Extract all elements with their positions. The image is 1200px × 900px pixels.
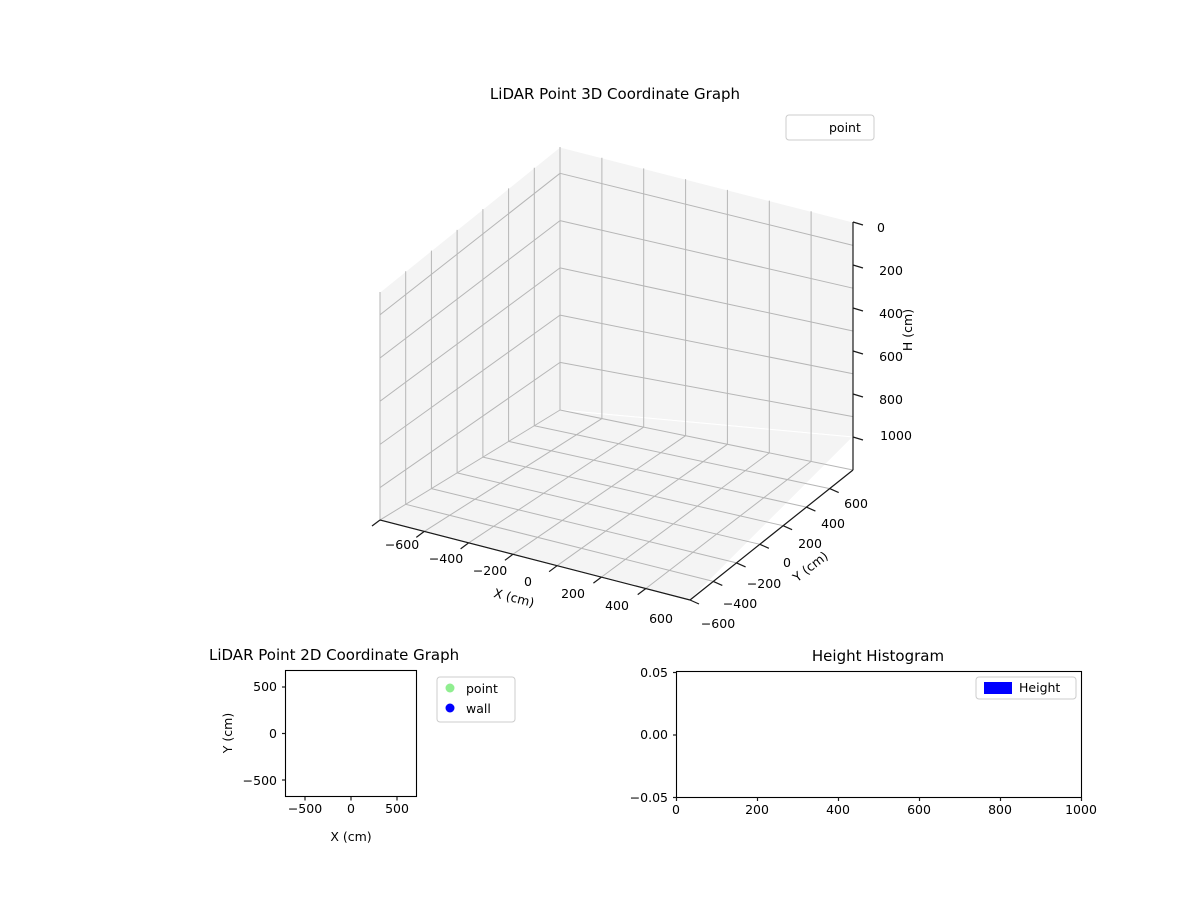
axis-ticks-y-2d — [282, 686, 286, 781]
axis-ticklabels-x-3d: −600 −400 −200 0 200 400 600 — [385, 537, 673, 626]
title-2d: LiDAR Point 2D Coordinate Graph — [209, 646, 459, 664]
axis-ticklabels-x-2d: −500 0 500 — [288, 801, 409, 816]
tick-x3d-6: 600 — [649, 611, 673, 626]
legend-2d-marker-point — [445, 683, 455, 693]
grid-wall-xz-vertical — [379, 147, 561, 520]
tick-z3d-3: 600 — [879, 349, 903, 364]
tick-y3d-5: 400 — [821, 516, 845, 531]
tick-x3d-3: 0 — [524, 574, 532, 589]
axis-ticks-z-3d — [852, 221, 864, 441]
legend-3d-label-point: point — [829, 120, 861, 135]
tick-yhist-2: 0.05 — [640, 665, 668, 680]
tick-x3d-1: −400 — [429, 551, 463, 566]
axis-line-x-3d — [379, 519, 691, 601]
tick-y3d-0: −600 — [701, 616, 735, 631]
axis-ticks-y-hist — [673, 671, 677, 799]
axis-ticklabels-z-3d: 0 200 400 600 800 1000 — [877, 220, 912, 443]
tick-y3d-4: 200 — [798, 536, 822, 551]
tick-y3d-6: 600 — [844, 496, 868, 511]
grid-wall-xz-horizontal — [379, 172, 561, 489]
axis-label-z-3d: H (cm) — [900, 309, 915, 351]
tick-xhist-4: 800 — [988, 802, 1012, 817]
axis-ticklabels-y-2d: 500 0 −500 — [243, 679, 277, 788]
axis-label-x-2d: X (cm) — [330, 829, 371, 844]
tick-y2d-1: 0 — [269, 726, 277, 741]
tick-x2d-0: −500 — [288, 801, 322, 816]
legend-histogram[interactable]: Height — [975, 676, 1077, 700]
tick-x3d-5: 400 — [605, 598, 629, 613]
tick-y3d-3: 0 — [783, 555, 791, 570]
tick-z3d-1: 200 — [879, 263, 903, 278]
legend-3d[interactable]: point — [785, 114, 875, 141]
tick-y2d-0: −500 — [243, 773, 277, 788]
grid-floor-y — [379, 409, 854, 601]
tick-z3d-0: 0 — [877, 220, 885, 235]
axis-line-y-3d — [689, 469, 854, 601]
tick-z3d-5: 1000 — [880, 428, 912, 443]
axes-height-histogram[interactable]: Height Histogram 0 200 400 600 800 1000 — [630, 647, 1097, 817]
tick-xhist-1: 200 — [745, 802, 769, 817]
tick-x2d-2: 500 — [385, 801, 409, 816]
tick-x3d-2: −200 — [473, 563, 507, 578]
legend-2d-label-point: point — [466, 681, 498, 696]
tick-z3d-4: 800 — [879, 392, 903, 407]
title-3d: LiDAR Point 3D Coordinate Graph — [490, 85, 740, 103]
legend-histogram-patch-height — [984, 682, 1012, 694]
tick-xhist-2: 400 — [826, 802, 850, 817]
axes-2d-lidar[interactable]: LiDAR Point 2D Coordinate Graph −500 0 5… — [209, 646, 516, 844]
legend-histogram-label-height: Height — [1019, 680, 1060, 695]
tick-y3d-2: −200 — [747, 576, 781, 591]
title-histogram: Height Histogram — [812, 647, 944, 665]
legend-3d-box — [785, 114, 875, 141]
tick-x3d-0: −600 — [385, 537, 419, 552]
tick-y3d-1: −400 — [723, 596, 757, 611]
grid-wall-yz-horizontal — [559, 172, 854, 418]
tick-x3d-4: 200 — [561, 586, 585, 601]
legend-2d-marker-wall — [445, 703, 455, 713]
legend-2d[interactable]: point wall — [436, 676, 516, 723]
grid-wall-yz-vertical — [559, 147, 854, 470]
axis-ticks-y-3d — [689, 488, 839, 605]
tick-xhist-0: 0 — [672, 802, 680, 817]
legend-2d-label-wall: wall — [466, 701, 491, 716]
axis-ticklabels-x-hist: 0 200 400 600 800 1000 — [672, 802, 1097, 817]
tick-x2d-1: 0 — [347, 801, 355, 816]
tick-yhist-1: 0.00 — [640, 727, 668, 742]
tick-xhist-5: 1000 — [1065, 802, 1097, 817]
axis-ticklabels-y-3d: −600 −400 −200 0 200 400 600 — [701, 496, 868, 631]
axis-ticks-x-3d — [371, 519, 647, 596]
axis-ticklabels-y-hist: 0.05 0.00 −0.05 — [630, 665, 668, 805]
legend-2d-box — [436, 676, 516, 723]
axis-ticks-x-2d — [304, 797, 398, 801]
tick-yhist-0: −0.05 — [630, 790, 668, 805]
tick-z3d-2: 400 — [879, 306, 903, 321]
axis-label-y-2d: Y (cm) — [220, 713, 235, 754]
tick-y2d-2: 500 — [253, 679, 277, 694]
tick-xhist-3: 600 — [907, 802, 931, 817]
